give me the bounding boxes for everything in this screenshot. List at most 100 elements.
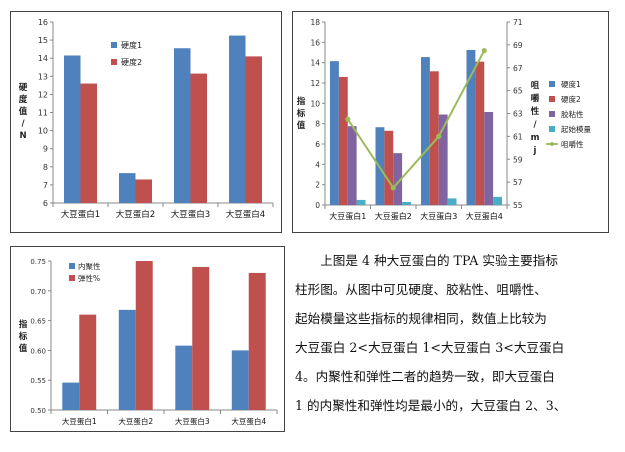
legend-swatch-弹性%: [69, 275, 75, 281]
text-line: 1 的内聚性和弹性均是最小的，大豆蛋白 2、3、: [295, 398, 567, 413]
bar-硬度1: [119, 173, 136, 203]
y-tick-label: 16: [38, 18, 48, 27]
x-tick-label: 大豆蛋白2: [118, 416, 153, 426]
y-tick-label: 14: [310, 59, 320, 68]
y2-tick-label: 67: [513, 64, 523, 73]
legend-swatch-硬度2: [549, 96, 555, 102]
bar-起始模量: [493, 196, 502, 205]
text-line: 上图是 4 种大豆蛋白的 TPA 实验主要指标: [320, 253, 558, 268]
bar-硬度2: [338, 76, 348, 206]
legend-swatch-硬度2: [111, 59, 117, 65]
y-tick-label: 8: [43, 163, 48, 172]
y-axis-label-char: 指: [297, 96, 306, 107]
y-tick-label: 10: [310, 99, 320, 108]
legend-label: 起始模量: [561, 124, 591, 134]
line-咀嚼性: [346, 50, 486, 190]
x-tick-label: 大豆蛋白4: [231, 416, 266, 426]
y-tick-label: 15: [38, 36, 48, 45]
bar-弹性%: [135, 261, 153, 410]
y2-axis-label-char: 嚼: [531, 93, 540, 104]
x-tick-label: 大豆蛋白2: [116, 209, 155, 220]
legend-label: 咀嚼性: [561, 139, 584, 149]
y2-axis-label-char: 咀: [531, 81, 540, 91]
y-axis-label-char: 值: [297, 120, 306, 131]
x-tick-label: 大豆蛋白4: [466, 211, 503, 221]
text-line: 大豆蛋白 2<大豆蛋白 1<大豆蛋白 3<大豆蛋白: [295, 340, 565, 355]
y-tick-label: 11: [38, 109, 48, 118]
x-tick-label: 大豆蛋白3: [175, 416, 210, 426]
y2-tick-label: 57: [513, 178, 523, 187]
bar-硬度1: [421, 57, 430, 206]
x-tick-label: 大豆蛋白2: [375, 211, 412, 221]
bar-硬度1: [229, 35, 246, 204]
bar-胶粘性: [393, 153, 403, 205]
legend-label: 硬度2: [561, 94, 581, 104]
bar-内聚性: [231, 350, 249, 410]
y2-axis-label-char: /: [533, 120, 537, 130]
x-tick-label: 大豆蛋白3: [420, 211, 457, 221]
legend-swatch-起始模量: [549, 126, 555, 132]
y2-tick-label: 59: [513, 155, 523, 164]
point-咀嚼性: [345, 116, 351, 122]
bar-起始模量: [447, 198, 457, 205]
point-咀嚼性: [481, 47, 487, 54]
bar-硬度2: [429, 71, 439, 205]
y2-tick-label: 61: [513, 132, 523, 141]
y-tick-label: 0: [315, 201, 320, 210]
y-tick-label: 6: [315, 140, 320, 149]
y-tick-label: 0.55: [30, 377, 46, 385]
x-tick-label: 大豆蛋白1: [62, 416, 97, 426]
chart-cohesion-elasticity: 0.50 0.55 0.60 0.65 0.70 0.75 指标值大豆蛋白1 大豆蛋白2 大豆蛋…: [10, 246, 285, 432]
legend-label: 硬度1: [121, 40, 142, 50]
bar-胶粘性: [484, 111, 494, 205]
bar-硬度1: [466, 49, 476, 206]
point-咀嚼性: [390, 185, 396, 191]
y-tick-label: 16: [310, 38, 320, 47]
y2-tick-label: 69: [513, 41, 523, 50]
y-axis-label-char: 标: [18, 331, 28, 342]
bar-起始模量: [402, 201, 411, 205]
y-axis-label-char: /: [21, 119, 25, 129]
y-tick-label: 0.50: [30, 407, 46, 415]
bar-弹性%: [192, 266, 210, 410]
x-tick-label: 大豆蛋白3: [171, 209, 210, 220]
y-tick-label: 0.75: [30, 258, 46, 266]
bar-弹性%: [79, 314, 97, 410]
legend-label: 内聚性: [78, 261, 101, 271]
y2-axis-label-char: m: [531, 133, 540, 143]
point-咀嚼性: [436, 133, 442, 139]
y-tick-label: 8: [315, 120, 320, 129]
y-tick-label: 0.60: [30, 347, 46, 355]
legend-label: 硬度2: [121, 57, 142, 67]
y-axis-label-char: N: [19, 131, 26, 141]
chart-hardness: 6 7 8 9 10 11 12 13 14 15 16 硬度值 / N 大豆蛋白1 大豆蛋白2 大豆蛋白3 大豆…: [10, 11, 282, 233]
bar-内聚性: [62, 382, 80, 410]
y-tick-label: 2: [315, 181, 320, 190]
bar-弹性%: [248, 272, 266, 410]
y-tick-label: 12: [38, 90, 48, 99]
x-tick-label: 大豆蛋白1: [329, 211, 366, 221]
legend-label: 弹性%: [78, 273, 100, 283]
y2-axis-label-char: j: [533, 146, 537, 156]
chart-tpa-indicators: 0 2 4 6 8 10 12 14 16 18 指标值大豆蛋白1 大豆蛋白2 大豆蛋白3 大豆蛋白4 55…: [292, 11, 609, 233]
legend-swatch-硬度1: [111, 42, 117, 48]
y-tick-label: 7: [43, 181, 48, 190]
y2-tick-label: 71: [513, 18, 523, 27]
bar-硬度1: [64, 55, 81, 203]
legend-swatch-硬度1: [549, 81, 555, 87]
legend-marker-咀嚼性: [550, 142, 554, 146]
y-tick-label: 0.70: [30, 288, 46, 296]
text-line: 柱形图。从图中可见硬度、胶粘性、咀嚼性、: [295, 282, 547, 297]
bar-胶粘性: [438, 114, 448, 205]
x-tick-label: 大豆蛋白4: [226, 209, 265, 220]
y-tick-label: 13: [38, 72, 48, 81]
y-axis-label-char: 值: [19, 106, 28, 117]
y-tick-label: 6: [43, 199, 48, 208]
legend-swatch-内聚性: [69, 263, 75, 269]
chart-hardness-svg: 6 7 8 9 10 11 12 13 14 15 16 硬度值 / N 大豆蛋白1 大豆蛋白2 大豆蛋白3 大豆…: [19, 18, 274, 220]
y-axis-label-char: 度: [19, 94, 28, 105]
description-paragraph: 上图是 4 种大豆蛋白的 TPA 实验主要指标 柱形图。从图中可见硬度、胶粘性、…: [295, 246, 613, 420]
y-axis-label-char: 硬: [19, 82, 28, 93]
y-axis-label-char: 值: [19, 343, 28, 354]
